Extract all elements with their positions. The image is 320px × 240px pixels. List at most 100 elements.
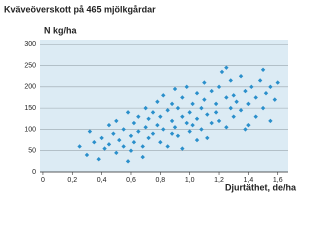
y-tick-label: 300 <box>24 41 36 48</box>
point <box>219 69 225 75</box>
point <box>268 84 273 90</box>
point <box>199 105 204 111</box>
point <box>128 148 134 153</box>
point <box>140 154 145 160</box>
x-tick-label: 0,6 <box>126 177 136 184</box>
y-tick-label: 100 <box>24 126 36 133</box>
chart: Kväveöverskott på 465 mjölkgårdar N kg/h… <box>4 4 297 192</box>
point <box>117 137 122 143</box>
point <box>169 101 175 107</box>
plot-area <box>40 40 288 172</box>
y-tick-label: 150 <box>24 105 36 112</box>
point <box>161 127 166 132</box>
point <box>213 110 219 115</box>
point <box>275 80 280 85</box>
point <box>243 127 248 132</box>
point <box>125 110 131 115</box>
point <box>213 101 219 107</box>
y-tick-label: 200 <box>24 84 36 91</box>
x-tick-label: 1,6 <box>273 177 283 184</box>
x-tick-label: 1,2 <box>214 177 224 184</box>
point <box>131 120 137 126</box>
point <box>175 133 181 139</box>
point <box>184 84 189 90</box>
point <box>172 125 178 130</box>
x-axis-label: Djurtäthet, de/ha <box>225 182 297 192</box>
point <box>114 118 119 124</box>
point <box>224 125 229 130</box>
point <box>243 88 248 94</box>
point <box>140 144 145 149</box>
point <box>253 95 258 100</box>
point <box>209 88 214 94</box>
point <box>209 120 214 126</box>
y-tick-label: 0 <box>32 169 36 176</box>
point <box>155 122 160 128</box>
x-tick-label: 0,2 <box>67 177 77 184</box>
point <box>249 84 254 90</box>
point <box>172 86 178 92</box>
point <box>143 105 148 111</box>
point <box>205 135 210 141</box>
x-tick-label: 1,0 <box>185 177 195 184</box>
point <box>194 116 200 121</box>
point <box>272 97 277 102</box>
point <box>268 118 273 124</box>
point <box>106 142 112 147</box>
point <box>253 114 258 119</box>
point <box>257 78 263 83</box>
point <box>228 78 233 83</box>
point <box>169 118 175 124</box>
point <box>238 108 244 113</box>
point <box>260 105 266 111</box>
point <box>77 144 82 149</box>
point <box>143 125 148 130</box>
point <box>224 65 229 70</box>
point <box>234 99 239 104</box>
x-tick-label: 0 <box>41 177 45 184</box>
point <box>246 122 251 128</box>
y-axis-label: N kg/ha <box>44 25 78 35</box>
point <box>111 131 116 136</box>
point <box>187 110 192 115</box>
point <box>202 80 207 85</box>
point <box>205 112 210 117</box>
point <box>150 131 156 136</box>
point <box>165 144 170 149</box>
point <box>180 146 185 151</box>
point <box>224 95 229 100</box>
point <box>165 108 170 113</box>
point <box>184 120 189 126</box>
point <box>136 129 141 134</box>
point <box>131 139 137 145</box>
point <box>146 116 151 121</box>
point <box>128 133 134 139</box>
point <box>99 135 104 141</box>
point <box>121 144 126 149</box>
point <box>87 129 93 134</box>
point <box>180 95 185 100</box>
point <box>246 101 251 107</box>
point <box>216 118 222 124</box>
point <box>216 84 222 90</box>
point <box>158 139 163 145</box>
point <box>263 91 269 96</box>
x-tick-label: 0,8 <box>155 177 165 184</box>
point <box>190 101 195 107</box>
point <box>125 159 131 164</box>
point <box>194 91 200 96</box>
point <box>150 110 156 115</box>
point <box>238 73 244 79</box>
point <box>202 97 207 102</box>
point <box>228 105 233 111</box>
point <box>155 99 160 104</box>
point <box>136 114 141 119</box>
point <box>114 150 119 156</box>
point <box>84 152 90 158</box>
point <box>92 139 97 145</box>
point <box>121 127 126 132</box>
point <box>194 137 200 143</box>
point <box>231 93 236 98</box>
y-tick-label: 250 <box>24 62 36 69</box>
point <box>180 114 185 119</box>
